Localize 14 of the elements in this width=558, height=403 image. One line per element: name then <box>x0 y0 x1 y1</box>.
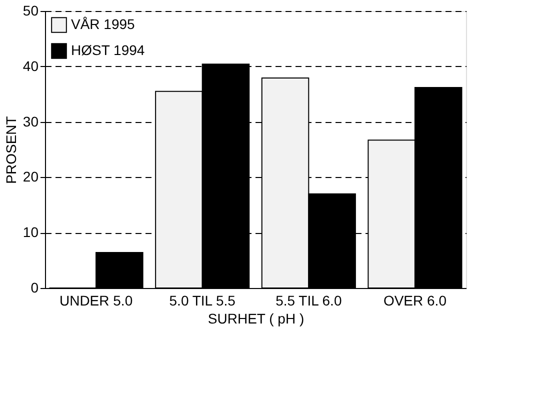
y-tick-label: 50 <box>22 2 39 18</box>
legend-label: HØST 1994 <box>71 42 145 58</box>
y-tick-label: 10 <box>22 224 39 240</box>
y-tick-label: 30 <box>22 113 39 130</box>
y-tick-label: 40 <box>22 58 39 74</box>
x-tick-label: 5.5 TIL 6.0 <box>276 292 342 308</box>
x-tick-label: UNDER 5.0 <box>59 292 133 308</box>
legend-label: VÅR 1995 <box>71 16 136 32</box>
x-tick-label: OVER 6.0 <box>383 292 447 308</box>
x-tick-label: 5.0 TIL 5.5 <box>169 292 236 308</box>
y-axis-title: PROSENT <box>2 116 19 184</box>
y-tick-label: 0 <box>30 280 39 296</box>
y-tick-label: 20 <box>22 168 39 185</box>
x-axis-title: SURHET ( pH ) <box>208 310 304 326</box>
